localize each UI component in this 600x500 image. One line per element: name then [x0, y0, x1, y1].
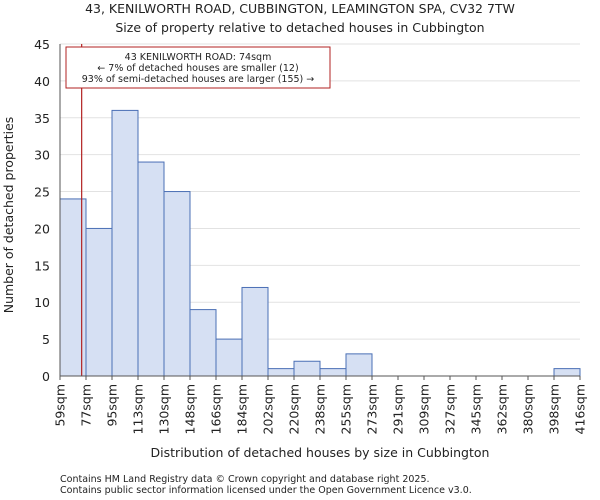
x-tick-label: 309sqm	[417, 384, 432, 434]
footer-line2: Contains public sector information licen…	[60, 485, 472, 496]
y-axis-label: Number of detached properties	[1, 117, 16, 314]
y-tick-label: 0	[42, 369, 50, 384]
x-tick-label: 148sqm	[183, 384, 198, 434]
x-tick-label: 113sqm	[131, 384, 146, 434]
x-tick-label: 398sqm	[547, 384, 562, 434]
bar	[319, 368, 347, 377]
x-tick-label: 255sqm	[339, 384, 354, 434]
chart-title-line2: Size of property relative to detached ho…	[115, 20, 484, 35]
x-tick-labels: 59sqm 77sqm 95sqm 113sqm 130sqm 148sqm 166sqm 1…	[53, 376, 588, 434]
annotation-line3: 93% of semi-detached houses are larger (…	[82, 74, 315, 85]
x-tick-label: 202sqm	[261, 384, 276, 434]
x-tick-label: 362sqm	[495, 384, 510, 434]
annotation-box: 43 KENILWORTH ROAD: 74sqm ← 7% of detach…	[65, 46, 331, 89]
x-tick-label: 184sqm	[235, 384, 250, 434]
annotation-line1: 43 KENILWORTH ROAD: 74sqm	[125, 52, 272, 63]
footer-line1: Contains HM Land Registry data © Crown c…	[60, 474, 430, 485]
title: 43, KENILWORTH ROAD, CUBBINGTON, LEAMING…	[85, 1, 515, 35]
bar	[215, 338, 243, 377]
x-tick-label: 238sqm	[313, 384, 328, 434]
x-tick-label: 291sqm	[391, 384, 406, 434]
bar	[345, 353, 373, 377]
x-tick-label: 95sqm	[105, 384, 120, 427]
bar	[267, 368, 295, 377]
bar	[293, 360, 321, 377]
chart-title-line1: 43, KENILWORTH ROAD, CUBBINGTON, LEAMING…	[85, 1, 515, 16]
bars	[59, 109, 581, 377]
bar	[241, 286, 269, 377]
y-tick-label: 25	[34, 185, 50, 200]
y-tick-label: 45	[34, 37, 50, 52]
y-tick-label: 40	[34, 74, 50, 89]
bar	[189, 309, 217, 377]
x-tick-label: 166sqm	[209, 384, 224, 434]
y-tick-label: 5	[42, 332, 50, 347]
y-tick-label: 15	[34, 258, 50, 273]
y-tick-label: 20	[34, 221, 50, 236]
bar	[163, 191, 191, 377]
x-tick-label: 130sqm	[157, 384, 172, 434]
x-tick-label: 273sqm	[365, 384, 380, 434]
bar	[553, 368, 581, 377]
y-tick-label: 10	[34, 295, 50, 310]
y-tick-label: 35	[34, 111, 50, 126]
y-tick-labels: 0 5 10 15 20 25 30 35 40 45	[34, 37, 50, 384]
x-tick-label: 345sqm	[469, 384, 484, 434]
y-tick-label: 30	[34, 148, 50, 163]
bar	[111, 109, 139, 377]
x-tick-label: 59sqm	[53, 384, 68, 427]
annotation-border	[65, 46, 331, 89]
x-tick-label: 327sqm	[443, 384, 458, 434]
bar	[85, 227, 113, 377]
x-tick-label: 416sqm	[573, 384, 588, 434]
x-axis-label: Distribution of detached houses by size …	[151, 445, 490, 460]
x-tick-label: 380sqm	[521, 384, 536, 434]
annotation-line2: ← 7% of detached houses are smaller (12)	[97, 63, 298, 74]
x-tick-label: 77sqm	[79, 384, 94, 427]
x-tick-label: 220sqm	[287, 384, 302, 434]
bar	[137, 161, 165, 377]
